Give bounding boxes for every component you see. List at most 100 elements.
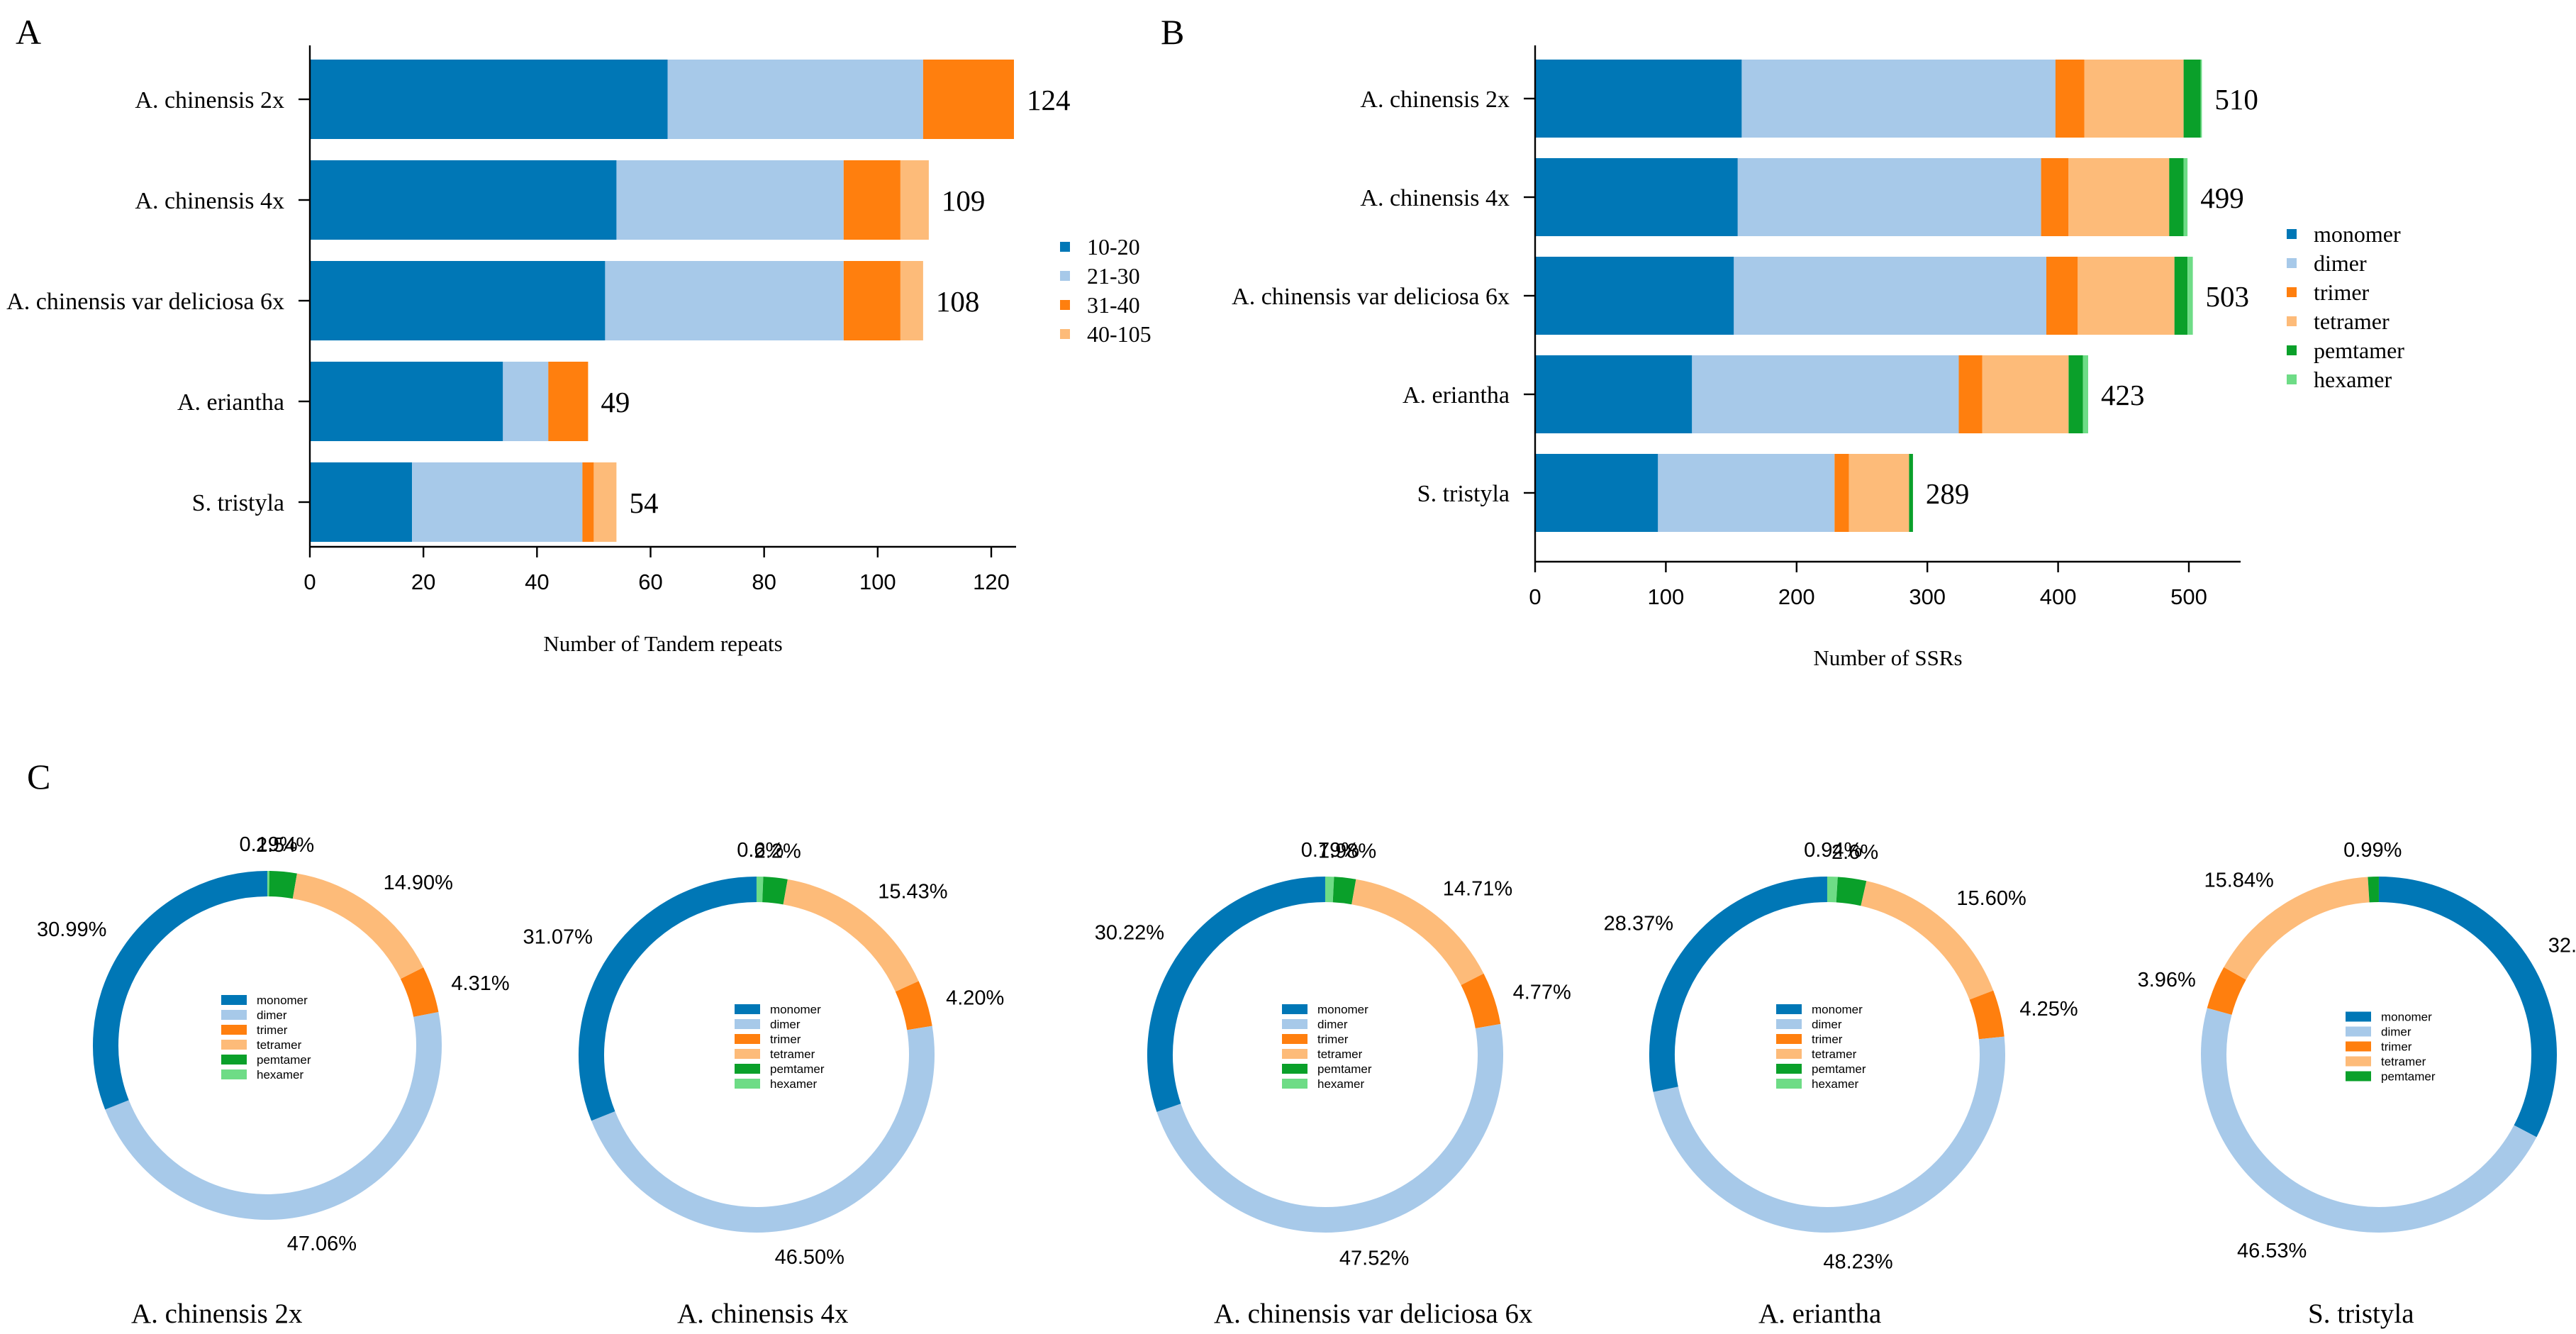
donut-legend-swatch-monomer xyxy=(2346,1011,2371,1022)
donut-slice-label-tetramer: 15.43% xyxy=(878,881,947,904)
bar-dimer-a-chinensis-var-deliciosa-6x xyxy=(1734,257,2046,335)
bar-21-30-a-eriantha xyxy=(503,362,549,441)
donut-slice-dimer xyxy=(105,1012,442,1220)
legend-swatch-trimer xyxy=(2287,287,2297,297)
donut-legend-swatch-pemtamer xyxy=(221,1055,247,1065)
category-label-a-eriantha: A. eriantha xyxy=(1403,382,1510,408)
donut-legend-swatch-dimer xyxy=(1776,1019,1802,1029)
donut-legend-label-monomer: monomer xyxy=(2381,1011,2432,1024)
donut-slice-label-dimer: 47.06% xyxy=(287,1233,357,1255)
legend-label-21-30: 21-30 xyxy=(1087,263,1140,289)
x-tick-label: 80 xyxy=(752,569,776,594)
panel-b-ssr-chart: 510 A. chinensis 2x 499 A. chinensis 4x 503 A… xyxy=(1232,45,2404,670)
donut-legend-label-dimer: dimer xyxy=(1317,1018,1348,1031)
donut-slice-label-pemtamer: 2.6% xyxy=(1831,841,1878,864)
donut-legend-label-tetramer: tetramer xyxy=(257,1038,302,1052)
bar-trimer-a-chinensis-2x xyxy=(2055,60,2085,138)
category-label-a-chinensis-var-deliciosa-6x: A. chinensis var deliciosa 6x xyxy=(6,289,284,315)
bar-31-40-a-chinensis-var-deliciosa-6x xyxy=(843,261,901,340)
donut-slice-label-monomer: 32.67% xyxy=(2548,935,2576,957)
donut-slice-dimer xyxy=(1156,1023,1503,1233)
donut-slice-label-trimer: 3.96% xyxy=(2138,969,2196,991)
bar-trimer-a-chinensis-4x xyxy=(2041,158,2069,236)
category-label-a-chinensis-var-deliciosa-6x: A. chinensis var deliciosa 6x xyxy=(1232,284,1510,310)
donut-legend-swatch-tetramer xyxy=(221,1040,247,1050)
category-label-a-chinensis-2x: A. chinensis 2x xyxy=(1360,87,1510,113)
category-label-a-eriantha: A. eriantha xyxy=(177,389,284,416)
legend-swatch-dimer xyxy=(2287,258,2297,268)
donut-legend-label-monomer: monomer xyxy=(1812,1003,1863,1016)
donut-slice-trimer xyxy=(1461,973,1501,1029)
donut-legend-label-pemtamer: pemtamer xyxy=(1317,1062,1372,1076)
bar-pemtamer-s-tristyla xyxy=(1909,454,1913,532)
total-label-a-chinensis-4x: 499 xyxy=(2200,182,2244,214)
donut-s-tristyla: 32.67% 46.53% 3.96% 15.84% 0.99% monomerdimer… xyxy=(2138,839,2576,1329)
total-label-s-tristyla: 289 xyxy=(1926,477,1970,510)
donut-legend-swatch-trimer xyxy=(221,1025,247,1035)
total-label-a-chinensis-2x: 510 xyxy=(2214,83,2258,116)
donut-legend-swatch-pemtamer xyxy=(735,1064,760,1074)
panel-label-c: C xyxy=(27,757,50,796)
donut-slice-label-tetramer: 14.90% xyxy=(384,872,453,894)
donut-legend-label-trimer: trimer xyxy=(1812,1033,1843,1046)
legend-swatch-tetramer xyxy=(2287,316,2297,326)
donut-legend-label-pemtamer: pemtamer xyxy=(770,1062,825,1076)
donut-legend-label-tetramer: tetramer xyxy=(1317,1047,1363,1061)
bar-40-105-s-tristyla xyxy=(593,462,617,542)
donut-legend-label-hexamer: hexamer xyxy=(1317,1077,1364,1091)
legend-swatch-monomer xyxy=(2287,229,2297,239)
bar-dimer-a-eriantha xyxy=(1692,355,1959,433)
donut-legend-swatch-dimer xyxy=(2346,1026,2371,1037)
x-tick-label: 40 xyxy=(525,569,549,594)
donut-slice-tetramer xyxy=(1351,879,1484,986)
x-tick-label: 60 xyxy=(638,569,662,594)
bar-hexamer-a-eriantha xyxy=(2082,355,2088,433)
bar-tetramer-s-tristyla xyxy=(1849,454,1909,532)
legend-swatch-21-30 xyxy=(1060,271,1070,281)
bar-40-105-a-chinensis-4x xyxy=(900,160,929,240)
donut-legend-label-dimer: dimer xyxy=(257,1008,287,1022)
donut-legend-label-trimer: trimer xyxy=(2381,1040,2412,1054)
donut-a-chinensis-var-deliciosa-6x: 0.79%1.98% 14.71% 4.77% 47.52% 30.22% monomer… xyxy=(1095,839,1571,1329)
bar-31-40-a-eriantha xyxy=(548,362,589,441)
x-axis-title: Number of Tandem repeats xyxy=(543,631,782,656)
donut-a-chinensis-2x: 0.19%2.54% 14.90% 4.31% 47.06% 30.99% monomer… xyxy=(37,833,510,1329)
donut-slice-label-hexamer: 0.19% xyxy=(239,833,297,856)
x-tick-label: 400 xyxy=(2040,584,2077,609)
bar-dimer-a-chinensis-4x xyxy=(1737,158,2041,236)
legend-label-31-40: 31-40 xyxy=(1087,292,1140,318)
donut-legend-label-trimer: trimer xyxy=(770,1033,801,1046)
bar-tetramer-a-chinensis-4x xyxy=(2068,158,2170,236)
legend-label-40-105: 40-105 xyxy=(1087,321,1152,347)
donut-slice-label-monomer: 31.07% xyxy=(523,926,593,949)
legend-swatch-31-40 xyxy=(1060,300,1070,310)
donut-legend-label-pemtamer: pemtamer xyxy=(1812,1062,1866,1076)
bar-hexamer-a-chinensis-var-deliciosa-6x xyxy=(2187,257,2193,335)
legend-swatch-hexamer xyxy=(2287,374,2297,384)
bar-dimer-a-chinensis-2x xyxy=(1741,60,2056,138)
donut-slice-trimer xyxy=(895,981,932,1030)
donut-slice-label-monomer: 30.99% xyxy=(37,918,106,941)
donut-slice-label-pemtamer: 0.99% xyxy=(2343,839,2402,862)
bar-monomer-a-eriantha xyxy=(1535,355,1693,433)
legend-label-tetramer: tetramer xyxy=(2314,309,2390,334)
bar-monomer-a-chinensis-2x xyxy=(1535,60,1742,138)
donut-slice-label-dimer: 46.53% xyxy=(2237,1240,2307,1262)
donut-slice-monomer xyxy=(2378,877,2557,1138)
donut-title: A. eriantha xyxy=(1758,1299,1881,1329)
donut-slice-label-trimer: 4.31% xyxy=(451,972,509,995)
category-label-s-tristyla: S. tristyla xyxy=(192,490,284,516)
donut-legend-swatch-trimer xyxy=(1282,1034,1307,1044)
panel-label-a: A xyxy=(16,12,41,52)
donut-slice-pemtamer xyxy=(1836,877,1867,906)
bar-trimer-a-eriantha xyxy=(1958,355,1983,433)
donut-slice-label-pemtamer: 2.2% xyxy=(754,840,801,863)
donut-slice-label-trimer: 4.20% xyxy=(946,986,1004,1009)
donut-title: A. chinensis var deliciosa 6x xyxy=(1214,1299,1533,1329)
donut-slice-monomer xyxy=(1649,877,1828,1092)
donut-slice-dimer xyxy=(1653,1036,2005,1233)
donut-a-eriantha: 0.94%2.6% 15.60% 4.25% 48.23% 28.37% monomer d… xyxy=(1604,839,2078,1329)
x-tick-label: 120 xyxy=(973,569,1010,594)
bar-10-20-a-chinensis-2x xyxy=(310,60,668,139)
